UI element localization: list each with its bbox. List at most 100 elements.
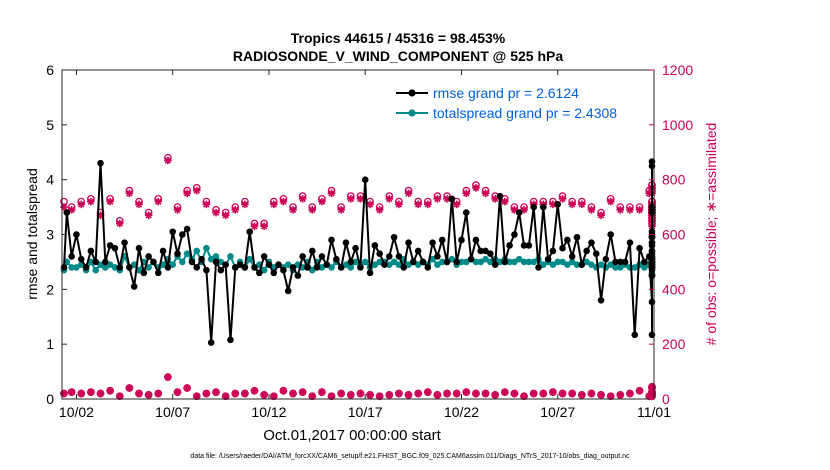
obs-assimilated-low-marker bbox=[241, 389, 249, 398]
legend-rmse-label: rmse grand pr = 2.6124 bbox=[433, 85, 579, 101]
obs-assimilated-low-marker bbox=[375, 392, 384, 401]
rmse-point bbox=[174, 250, 181, 257]
rmse-point bbox=[491, 261, 499, 268]
y-tick-label-left: 5 bbox=[46, 117, 54, 133]
totalspread-point bbox=[179, 258, 186, 266]
obs-assimilated-low-marker bbox=[135, 389, 143, 398]
y-tick-label-left: 3 bbox=[46, 227, 54, 243]
obs-assimilated-low-marker bbox=[337, 389, 345, 398]
obs-assimilated-low-marker bbox=[279, 386, 288, 395]
rmse-point bbox=[458, 236, 465, 244]
rmse-point bbox=[337, 264, 345, 271]
totalspread-point bbox=[482, 255, 489, 263]
obs-assimilated-marker bbox=[192, 186, 201, 195]
rmse-point bbox=[313, 264, 321, 271]
rmse-point bbox=[251, 264, 258, 271]
obs-assimilated-marker bbox=[154, 197, 163, 206]
totalspread-point bbox=[559, 258, 566, 266]
rmse-point bbox=[511, 231, 518, 238]
totalspread-point bbox=[429, 255, 436, 263]
obs-assimilated-marker bbox=[135, 200, 143, 209]
obs-assimilated-low-marker bbox=[433, 391, 442, 399]
rmse-point bbox=[525, 242, 533, 249]
totalspread-point bbox=[487, 258, 494, 266]
rmse-point bbox=[73, 231, 80, 238]
rmse-point bbox=[564, 236, 571, 244]
obs-assimilated-low-marker bbox=[568, 389, 576, 398]
obs-assimilated-marker bbox=[558, 195, 567, 203]
rmse-point bbox=[342, 239, 350, 247]
rmse-point bbox=[154, 269, 162, 277]
obs-assimilated-marker bbox=[510, 206, 519, 214]
obs-assimilated-marker bbox=[481, 189, 490, 198]
totalspread-point bbox=[111, 264, 119, 271]
obs-assimilated-low-marker bbox=[472, 389, 480, 398]
rmse-point bbox=[602, 255, 610, 263]
obs-assimilated-marker bbox=[269, 200, 278, 209]
rmse-point bbox=[472, 236, 480, 244]
rmse-point bbox=[188, 258, 196, 266]
totalspread-point bbox=[405, 261, 412, 268]
obs-assimilated-low-marker bbox=[587, 389, 596, 398]
obs-assimilated-low-marker bbox=[173, 388, 182, 396]
obs-assimilated-low-marker bbox=[346, 391, 355, 399]
totalspread-point bbox=[385, 261, 393, 268]
obs-assimilated-marker bbox=[144, 211, 153, 220]
obs-assimilated-low-marker bbox=[481, 389, 490, 398]
rmse-point bbox=[212, 258, 220, 266]
obs-assimilated-low-marker bbox=[606, 392, 615, 401]
rmse-point bbox=[150, 258, 157, 266]
obs-assimilated-marker bbox=[366, 200, 374, 209]
rmse-point bbox=[203, 266, 210, 274]
rmse-point bbox=[299, 253, 306, 260]
obs-assimilated-marker bbox=[626, 206, 634, 214]
totalspread-point bbox=[414, 261, 422, 268]
totalspread-point bbox=[68, 264, 75, 271]
y-tick-label-left: 1 bbox=[46, 336, 54, 352]
totalspread-point bbox=[607, 261, 614, 268]
rmse-point bbox=[544, 255, 552, 263]
x-axis-label: Oct.01,2017 00:00:00 start bbox=[263, 427, 441, 444]
obs-assimilated-marker bbox=[337, 206, 345, 214]
obs-assimilated-marker bbox=[568, 200, 576, 209]
obs-assimilated-marker bbox=[250, 222, 259, 231]
rmse-point bbox=[183, 225, 191, 233]
obs-assimilated-marker bbox=[212, 208, 220, 217]
rmse-point bbox=[506, 242, 513, 249]
obs-assimilated-marker bbox=[462, 189, 471, 198]
totalspread-point bbox=[371, 261, 379, 268]
totalspread-point bbox=[246, 255, 254, 263]
obs-assimilated-marker bbox=[308, 206, 317, 214]
totalspread-point bbox=[448, 255, 456, 263]
legend-rmse-marker bbox=[408, 89, 416, 97]
obs-assimilated-marker bbox=[375, 206, 384, 214]
rmse-point bbox=[467, 255, 475, 263]
totalspread-point bbox=[583, 258, 590, 266]
totalspread-point bbox=[506, 258, 513, 266]
totalspread-point bbox=[169, 261, 176, 268]
totalspread-point bbox=[193, 247, 201, 255]
obs-assimilated-marker bbox=[395, 200, 403, 209]
rmse-point bbox=[280, 266, 287, 274]
obs-assimilated-marker bbox=[106, 197, 114, 206]
rmse-point bbox=[164, 264, 172, 271]
rmse-point bbox=[588, 239, 595, 247]
y-tick-label-right: 0 bbox=[662, 391, 670, 407]
y-tick-label-left: 4 bbox=[46, 172, 54, 188]
rmse-point bbox=[530, 203, 537, 211]
totalspread-point bbox=[284, 261, 292, 268]
totalspread-point bbox=[92, 266, 99, 274]
rmse-point bbox=[318, 253, 326, 260]
rmse-point bbox=[410, 258, 417, 266]
obs-assimilated-marker bbox=[346, 195, 355, 203]
rmse-point bbox=[207, 339, 215, 346]
obs-assimilated-low-marker bbox=[648, 382, 656, 391]
obs-assimilated-marker bbox=[125, 189, 134, 198]
totalspread-point bbox=[617, 264, 624, 271]
obs-assimilated-low-marker bbox=[549, 388, 557, 396]
rmse-point bbox=[424, 264, 432, 271]
rmse-point bbox=[121, 239, 128, 247]
obs-assimilated-low-marker bbox=[212, 388, 220, 396]
obs-assimilated-low-marker bbox=[192, 392, 201, 401]
rmse-point bbox=[111, 244, 119, 252]
